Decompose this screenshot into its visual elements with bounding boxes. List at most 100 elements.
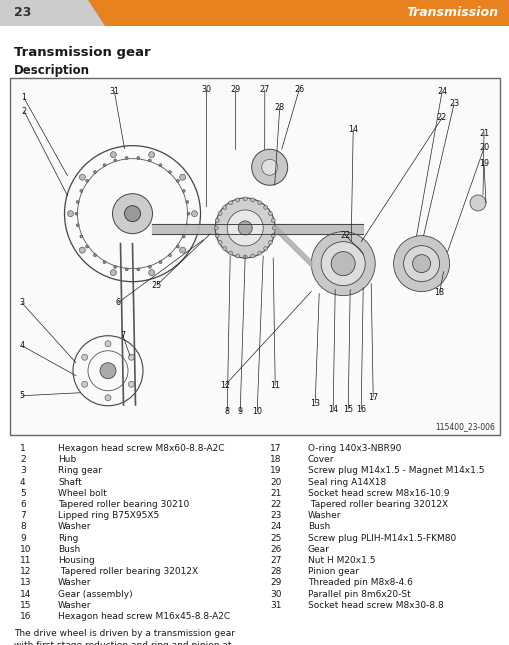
Circle shape bbox=[257, 201, 261, 205]
Circle shape bbox=[268, 212, 272, 215]
Circle shape bbox=[168, 170, 171, 174]
Circle shape bbox=[124, 206, 140, 222]
Circle shape bbox=[330, 252, 354, 275]
Circle shape bbox=[105, 395, 111, 401]
Text: 3: 3 bbox=[19, 299, 24, 308]
Circle shape bbox=[235, 198, 239, 202]
Text: 21: 21 bbox=[269, 489, 281, 498]
Text: 20: 20 bbox=[478, 143, 488, 152]
Circle shape bbox=[103, 164, 106, 166]
Text: 10: 10 bbox=[20, 545, 32, 554]
Text: Cover: Cover bbox=[307, 455, 334, 464]
Text: Hexagon head screw M16x45-8.8-A2C: Hexagon head screw M16x45-8.8-A2C bbox=[58, 612, 230, 621]
Text: 4: 4 bbox=[20, 477, 25, 486]
Text: 27: 27 bbox=[259, 86, 269, 95]
Circle shape bbox=[403, 246, 439, 282]
Circle shape bbox=[469, 195, 485, 211]
Text: Nut H M20x1.5: Nut H M20x1.5 bbox=[307, 556, 375, 565]
Text: 19: 19 bbox=[478, 159, 488, 168]
Circle shape bbox=[235, 254, 239, 258]
Text: Bush: Bush bbox=[58, 545, 80, 554]
Text: Hexagon head screw M8x60-8.8-A2C: Hexagon head screw M8x60-8.8-A2C bbox=[58, 444, 224, 453]
Text: 25: 25 bbox=[152, 281, 162, 290]
Circle shape bbox=[271, 233, 275, 237]
Circle shape bbox=[222, 206, 226, 210]
Circle shape bbox=[228, 251, 232, 255]
Text: 13: 13 bbox=[20, 579, 32, 588]
Text: 6: 6 bbox=[20, 500, 25, 509]
Text: The drive wheel is driven by a transmission gear: The drive wheel is driven by a transmiss… bbox=[14, 630, 235, 638]
Circle shape bbox=[128, 381, 134, 387]
Text: with first stage reduction and ring and pinion at: with first stage reduction and ring and … bbox=[14, 640, 231, 645]
Circle shape bbox=[136, 157, 139, 159]
Text: Threaded pin M8x8-4.6: Threaded pin M8x8-4.6 bbox=[307, 579, 412, 588]
Circle shape bbox=[168, 253, 171, 257]
Text: Transmission: Transmission bbox=[405, 6, 497, 19]
Circle shape bbox=[321, 242, 364, 286]
Text: 2: 2 bbox=[20, 455, 25, 464]
Text: 12: 12 bbox=[20, 567, 32, 576]
Text: Screw plug M14x1.5 - Magnet M14x1.5: Screw plug M14x1.5 - Magnet M14x1.5 bbox=[307, 466, 484, 475]
Circle shape bbox=[272, 226, 276, 230]
Circle shape bbox=[148, 270, 154, 275]
Circle shape bbox=[179, 247, 185, 253]
Text: 24: 24 bbox=[269, 522, 280, 531]
Text: 23: 23 bbox=[448, 99, 458, 108]
Text: 3: 3 bbox=[20, 466, 25, 475]
Circle shape bbox=[159, 164, 162, 166]
Text: 5: 5 bbox=[20, 489, 25, 498]
Text: 7: 7 bbox=[120, 330, 125, 339]
Text: 4: 4 bbox=[19, 341, 24, 350]
Text: 28: 28 bbox=[269, 567, 281, 576]
Circle shape bbox=[215, 198, 275, 258]
Text: 29: 29 bbox=[269, 579, 281, 588]
Circle shape bbox=[81, 381, 88, 387]
Text: Description: Description bbox=[14, 64, 90, 77]
Circle shape bbox=[251, 149, 287, 185]
Text: Gear (assembly): Gear (assembly) bbox=[58, 590, 132, 599]
Text: 23: 23 bbox=[269, 511, 281, 521]
Text: Hub: Hub bbox=[58, 455, 76, 464]
Circle shape bbox=[128, 354, 134, 361]
Circle shape bbox=[271, 219, 275, 223]
Text: 1: 1 bbox=[20, 444, 25, 453]
Text: Pinion gear: Pinion gear bbox=[307, 567, 358, 576]
Text: 15: 15 bbox=[20, 600, 32, 610]
Text: Wheel bolt: Wheel bolt bbox=[58, 489, 107, 498]
Text: 11: 11 bbox=[20, 556, 32, 565]
Circle shape bbox=[222, 246, 226, 250]
Text: Lipped ring B75X95X5: Lipped ring B75X95X5 bbox=[58, 511, 159, 521]
Text: 18: 18 bbox=[269, 455, 281, 464]
Text: Tapered roller bearing 30210: Tapered roller bearing 30210 bbox=[58, 500, 189, 509]
Circle shape bbox=[80, 235, 82, 238]
Text: Bush: Bush bbox=[307, 522, 330, 531]
Text: Gear: Gear bbox=[307, 545, 329, 554]
Circle shape bbox=[238, 221, 252, 235]
Text: 31: 31 bbox=[269, 600, 281, 610]
Circle shape bbox=[261, 159, 277, 175]
Circle shape bbox=[176, 245, 179, 248]
Circle shape bbox=[136, 268, 139, 271]
Circle shape bbox=[263, 246, 267, 250]
Text: 25: 25 bbox=[269, 533, 281, 542]
Circle shape bbox=[227, 210, 263, 246]
Text: Socket head screw M8x16-10.9: Socket head screw M8x16-10.9 bbox=[307, 489, 448, 498]
Circle shape bbox=[179, 174, 185, 180]
Text: Shaft: Shaft bbox=[58, 477, 81, 486]
Text: 12: 12 bbox=[220, 381, 230, 390]
Text: 11: 11 bbox=[270, 381, 279, 390]
Circle shape bbox=[148, 266, 151, 268]
Circle shape bbox=[80, 190, 82, 192]
Text: 8: 8 bbox=[224, 406, 229, 415]
Circle shape bbox=[110, 152, 116, 157]
Circle shape bbox=[263, 206, 267, 210]
Text: 30: 30 bbox=[269, 590, 281, 599]
Text: 17: 17 bbox=[367, 393, 378, 401]
Circle shape bbox=[243, 255, 247, 259]
Circle shape bbox=[218, 212, 221, 215]
Text: Parallel pin 8m6x20-St: Parallel pin 8m6x20-St bbox=[307, 590, 410, 599]
Text: Ring gear: Ring gear bbox=[58, 466, 102, 475]
Polygon shape bbox=[88, 0, 509, 26]
Text: O-ring 140x3-NBR90: O-ring 140x3-NBR90 bbox=[307, 444, 401, 453]
Text: 115400_23-006: 115400_23-006 bbox=[434, 422, 494, 431]
